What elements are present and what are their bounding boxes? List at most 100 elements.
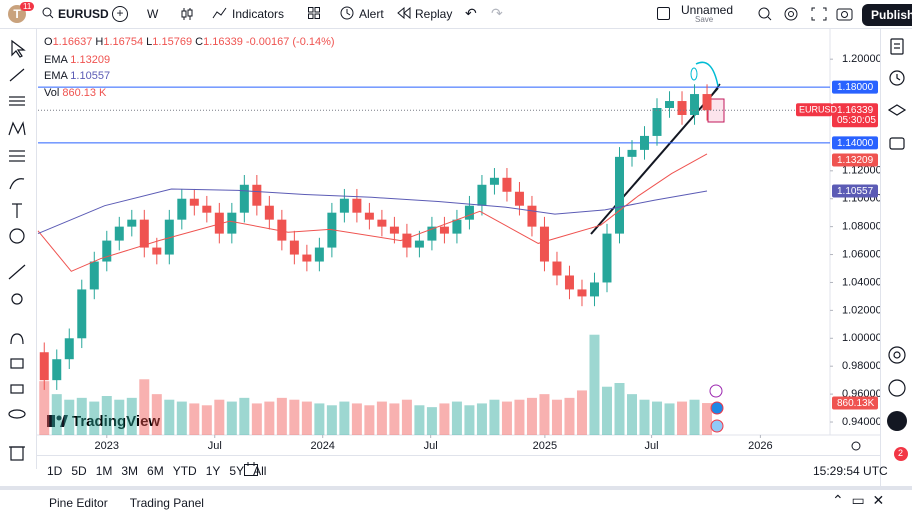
footer-tab[interactable]: Trading Panel <box>129 496 204 510</box>
volume-bar <box>627 394 637 435</box>
range-button[interactable]: 1D <box>47 464 63 478</box>
y-tick-label: 1.04000 <box>842 276 880 288</box>
logo-text: TradingView <box>72 413 160 430</box>
volume-bar <box>51 394 62 435</box>
range-button[interactable]: 1Y <box>205 464 221 478</box>
layout-checkbox[interactable] <box>657 7 670 20</box>
tradingview-logo: TradingView <box>47 413 160 430</box>
legend-key: H <box>95 36 104 48</box>
footer-tab[interactable]: Pine Editor <box>49 496 108 510</box>
symbol-search[interactable]: EURUSD <box>58 7 109 21</box>
candle-body <box>602 233 612 283</box>
volume-bar <box>439 403 450 435</box>
toolbar-icons[interactable] <box>757 6 857 25</box>
indicators-icon[interactable] <box>212 6 228 23</box>
top-toolbar: T 11 EURUSD + W Indicators Alert Replay … <box>0 0 912 29</box>
legend-value: 1.16637 <box>52 36 93 48</box>
volume-bar <box>514 399 525 435</box>
annotation-circle[interactable] <box>690 67 698 81</box>
candle-body <box>139 219 149 248</box>
alert-icon[interactable] <box>340 6 354 23</box>
legend-value: 1.16754 <box>103 36 144 48</box>
volume-bar <box>326 405 337 435</box>
indicators-button[interactable]: Indicators <box>232 7 285 21</box>
volume-label-bg <box>832 396 878 410</box>
ema-label-bg <box>832 184 878 198</box>
range-button[interactable]: YTD <box>172 464 197 478</box>
chart-type-button[interactable] <box>180 6 194 25</box>
volume-bar <box>451 401 462 435</box>
volume-bar <box>264 401 275 435</box>
candle-body <box>177 198 187 220</box>
ema-label-bg <box>832 153 878 167</box>
y-tick-label: 1.08000 <box>842 221 880 233</box>
candle-body <box>227 212 237 234</box>
annotation-arrow[interactable] <box>695 61 719 87</box>
volume-bar <box>101 396 112 435</box>
volume-bar <box>314 403 325 435</box>
candle-body <box>477 184 487 206</box>
level-label-bg <box>832 136 878 150</box>
candle-body <box>64 338 74 360</box>
volume-bar <box>226 401 237 435</box>
x-tick-label: 2025 <box>533 440 557 452</box>
x-tick-label: Jul <box>208 440 222 452</box>
interval-button[interactable]: W <box>147 7 159 21</box>
legend-value: 1.13209 <box>70 54 111 66</box>
candle-body <box>302 254 312 262</box>
undo-button[interactable]: ↶ <box>465 5 477 21</box>
volume-bar <box>239 397 250 435</box>
x-tick-label: 2026 <box>748 440 772 452</box>
redo-button[interactable]: ↷ <box>491 5 503 21</box>
layout-name[interactable]: Unnamed <box>681 3 734 17</box>
range-button[interactable]: 5Y <box>229 464 245 478</box>
search-icon[interactable] <box>42 7 54 22</box>
candle-body <box>427 226 437 241</box>
ema-label: 1.13209 <box>837 155 874 166</box>
volume-bar <box>476 403 487 435</box>
x-tick-label: 2023 <box>95 440 119 452</box>
replay-icon[interactable] <box>397 6 411 22</box>
range-button[interactable]: 6M <box>147 464 164 478</box>
volume-bar <box>139 379 150 435</box>
x-tick-label: 2024 <box>310 440 334 452</box>
candle-body <box>489 177 499 185</box>
candle-body <box>452 219 462 234</box>
publish-button[interactable]: Publish <box>862 4 912 26</box>
alert-button[interactable]: Alert <box>359 7 384 21</box>
panel-controls[interactable]: ⌃ ▭ ✕ <box>832 492 885 508</box>
footer-panel: Pine Editor Trading Panel ⌃ ▭ ✕ <box>0 486 912 517</box>
time-range-bar: 1D 5D 1M 3M 6M YTD 1Y 5Y All 15:29:54 UTC <box>37 455 888 484</box>
range-button[interactable]: 5D <box>71 464 87 478</box>
layouts-icon[interactable] <box>308 7 320 22</box>
compare-button[interactable]: + <box>112 6 128 22</box>
drawing-tools[interactable] <box>0 29 36 469</box>
legend-key: C <box>195 36 204 48</box>
candle-body <box>690 94 700 115</box>
y-tick-label: 1.12000 <box>842 165 880 177</box>
candle-body <box>314 247 324 262</box>
range-button[interactable]: All <box>253 464 267 478</box>
volume-bar <box>589 334 600 435</box>
chart-pane[interactable]: TradingView 1.200001.120001.100001.08000… <box>37 29 880 455</box>
range-button[interactable]: 3M <box>121 464 139 478</box>
volume-bar <box>214 399 225 435</box>
level-label-bg <box>832 80 878 94</box>
settings-icon[interactable] <box>851 441 861 451</box>
goto-date-icon[interactable] <box>243 461 259 480</box>
last-price-label: 1.16339 <box>837 105 874 116</box>
event-icons[interactable] <box>709 384 724 433</box>
range-button[interactable]: 1M <box>95 464 113 478</box>
candle-body <box>564 275 574 290</box>
candle-body <box>277 219 287 241</box>
volume-bar <box>489 399 500 435</box>
candle-body <box>339 198 349 213</box>
candle-body <box>414 240 424 248</box>
sidebar-icons[interactable] <box>881 29 912 487</box>
candle-body <box>527 205 537 227</box>
replay-button[interactable]: Replay <box>415 7 453 21</box>
save-label[interactable]: Save <box>695 15 714 24</box>
volume-bar <box>289 399 300 435</box>
candle-body <box>89 261 99 290</box>
symbol-tag <box>796 103 832 117</box>
